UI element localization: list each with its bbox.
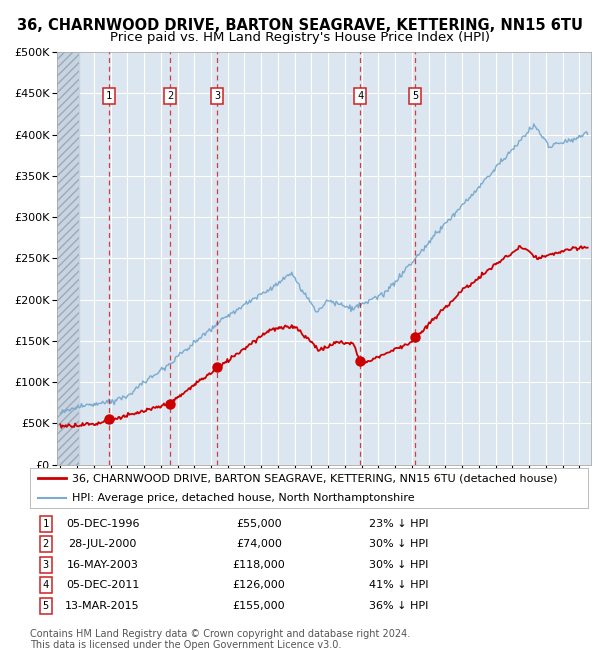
Text: £55,000: £55,000 [236, 519, 281, 529]
Text: 16-MAY-2003: 16-MAY-2003 [67, 560, 139, 570]
Text: 3: 3 [43, 560, 49, 570]
Text: £118,000: £118,000 [232, 560, 285, 570]
Text: 23% ↓ HPI: 23% ↓ HPI [368, 519, 428, 529]
Text: 41% ↓ HPI: 41% ↓ HPI [368, 580, 428, 590]
Text: Price paid vs. HM Land Registry's House Price Index (HPI): Price paid vs. HM Land Registry's House … [110, 31, 490, 44]
Text: 5: 5 [412, 91, 418, 101]
Text: 13-MAR-2015: 13-MAR-2015 [65, 601, 140, 611]
Text: 2: 2 [43, 540, 49, 549]
Text: 30% ↓ HPI: 30% ↓ HPI [368, 560, 428, 570]
Text: 1: 1 [106, 91, 112, 101]
Text: 3: 3 [214, 91, 220, 101]
Text: 28-JUL-2000: 28-JUL-2000 [68, 540, 137, 549]
Text: £126,000: £126,000 [232, 580, 285, 590]
Text: 36, CHARNWOOD DRIVE, BARTON SEAGRAVE, KETTERING, NN15 6TU (detached house): 36, CHARNWOOD DRIVE, BARTON SEAGRAVE, KE… [72, 473, 557, 484]
Text: 36% ↓ HPI: 36% ↓ HPI [368, 601, 428, 611]
Text: 05-DEC-1996: 05-DEC-1996 [66, 519, 139, 529]
Text: 5: 5 [43, 601, 49, 611]
Text: 2: 2 [167, 91, 173, 101]
Text: £74,000: £74,000 [236, 540, 282, 549]
Text: 05-DEC-2011: 05-DEC-2011 [66, 580, 139, 590]
Text: 4: 4 [43, 580, 49, 590]
Text: HPI: Average price, detached house, North Northamptonshire: HPI: Average price, detached house, Nort… [72, 493, 415, 503]
Text: £155,000: £155,000 [232, 601, 285, 611]
Text: 30% ↓ HPI: 30% ↓ HPI [368, 540, 428, 549]
Text: Contains HM Land Registry data © Crown copyright and database right 2024.
This d: Contains HM Land Registry data © Crown c… [30, 629, 410, 650]
Text: 4: 4 [357, 91, 364, 101]
Text: 1: 1 [43, 519, 49, 529]
Text: 36, CHARNWOOD DRIVE, BARTON SEAGRAVE, KETTERING, NN15 6TU: 36, CHARNWOOD DRIVE, BARTON SEAGRAVE, KE… [17, 18, 583, 33]
